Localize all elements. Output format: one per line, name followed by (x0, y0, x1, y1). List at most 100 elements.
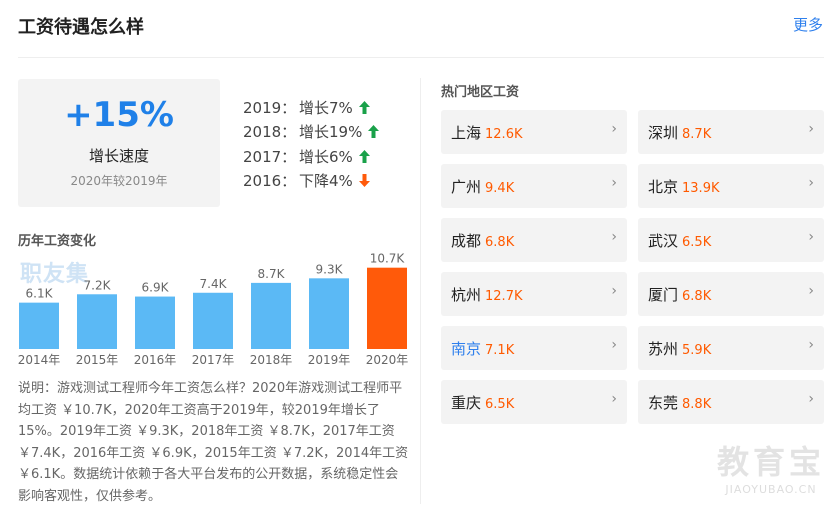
growth-year: 2016： (243, 172, 297, 191)
section-header: 工资待遇怎么样 更多 (0, 0, 839, 52)
x-tick-label: 2016年 (134, 353, 177, 367)
x-tick-label: 2017年 (192, 353, 235, 367)
region-name: 武汉 (648, 232, 679, 250)
region-item: 成都 6.8K (451, 230, 514, 251)
growth-year: 2018： (243, 123, 297, 142)
growth-text: 增长6% (299, 147, 353, 166)
bar (193, 292, 233, 349)
region-salary: 6.8K (485, 235, 515, 250)
chevron-right-icon: › (611, 283, 617, 299)
region-item: 东莞 8.8K (648, 392, 711, 413)
region-item[interactable]: 厦门 6.8K › (638, 272, 824, 316)
region-salary: 7.1K (485, 343, 515, 358)
region-item: 苏州 5.9K (648, 338, 711, 359)
region-item[interactable]: 杭州 12.7K › (441, 272, 627, 316)
bar-value-label: 7.4K (200, 277, 228, 291)
growth-text: 增长19% (299, 123, 363, 142)
x-tick-label: 2020年 (366, 353, 409, 367)
growth-row: 2018： 增长19% (243, 120, 380, 145)
growth-year: 2017： (243, 147, 297, 166)
arrow-down-icon (358, 174, 370, 188)
region-name: 深圳 (648, 124, 679, 142)
region-salary: 5.9K (682, 343, 712, 358)
yearly-growth-list: 2019： 增长7% 2018： 增长19% 2017： 增长6% 2016： 下降4% (243, 95, 380, 194)
region-item[interactable]: 重庆 6.5K › (441, 380, 627, 424)
growth-row: 2016： 下降4% (243, 169, 379, 194)
chevron-right-icon: › (808, 283, 814, 299)
region-name: 重庆 (451, 394, 482, 412)
salary-history-chart: 6.1K 2014年 7.2K 2015年 6.9K 2016年 7.4K 2017年 8.7K… (18, 252, 409, 367)
region-title: 热门地区工资 (441, 85, 520, 100)
watermark-logo: 教育宝 JIAOYUBAO.CN (716, 443, 825, 496)
bar (367, 267, 407, 349)
region-salary: 6.5K (485, 397, 515, 412)
bar-value-label: 8.7K (258, 267, 286, 281)
region-name: 上海 (451, 124, 482, 142)
region-item[interactable]: 苏州 5.9K › (638, 326, 824, 370)
region-name: 广州 (451, 178, 482, 196)
region-salary: 8.8K (682, 397, 712, 412)
region-item[interactable]: 南京 7.1K › (441, 326, 627, 370)
chevron-right-icon: › (611, 337, 617, 353)
region-item[interactable]: 东莞 8.8K › (638, 380, 824, 424)
growth-text: 增长7% (299, 98, 353, 117)
arrow-up-icon (358, 149, 370, 163)
region-salary: 6.8K (682, 289, 712, 304)
region-salary: 12.7K (485, 289, 523, 304)
region-item: 上海 12.6K (451, 122, 523, 143)
bar-value-label: 10.7K (370, 252, 406, 266)
region-item: 深圳 8.7K (648, 122, 711, 143)
bar (135, 296, 175, 349)
section-title: 工资待遇怎么样 (18, 17, 144, 38)
region-name: 南京 (451, 340, 482, 358)
x-tick-label: 2018年 (250, 353, 293, 367)
region-salary: 12.6K (485, 127, 523, 142)
chevron-right-icon: › (808, 175, 814, 191)
history-title: 历年工资变化 (18, 234, 97, 249)
vertical-divider (420, 78, 421, 504)
bar-value-label: 6.9K (142, 281, 170, 295)
region-item: 厦门 6.8K (648, 284, 711, 305)
region-item[interactable]: 北京 13.9K › (638, 164, 824, 208)
region-item: 武汉 6.5K (648, 230, 711, 251)
region-salary: 13.9K (682, 181, 720, 196)
growth-text: 下降4% (299, 172, 353, 191)
x-tick-label: 2014年 (18, 353, 61, 367)
watermark-logo: 职友集 (20, 262, 90, 287)
bar (309, 278, 349, 349)
region-salary: 9.4K (485, 181, 515, 196)
region-item[interactable]: 成都 6.8K › (441, 218, 627, 262)
bar-value-label: 9.3K (316, 262, 344, 276)
arrow-up-icon (368, 125, 380, 139)
region-item[interactable]: 广州 9.4K › (441, 164, 627, 208)
growth-rate-value: +15% (64, 95, 174, 135)
region-item: 重庆 6.5K (451, 392, 514, 413)
chevron-right-icon: › (611, 175, 617, 191)
description-text: 说明：游戏测试工程师今年工资怎么样？2020年游戏测试工程师平均工资 ￥10.7… (18, 381, 409, 504)
more-link[interactable]: 更多 (792, 16, 823, 34)
x-tick-label: 2019年 (308, 353, 351, 367)
chevron-right-icon: › (808, 391, 814, 407)
region-item[interactable]: 武汉 6.5K › (638, 218, 824, 262)
arrow-up-icon (358, 100, 370, 114)
bar-value-label: 6.1K (26, 287, 54, 301)
growth-rate-subtitle: 2020年较2019年 (70, 174, 168, 188)
region-salary: 6.5K (682, 235, 712, 250)
region-item: 北京 13.9K (648, 176, 720, 197)
region-name: 苏州 (648, 340, 679, 358)
region-name: 东莞 (648, 394, 679, 412)
region-name: 杭州 (451, 286, 482, 304)
region-item[interactable]: 上海 12.6K › (441, 110, 627, 154)
chevron-right-icon: › (611, 121, 617, 137)
region-salary: 8.7K (682, 127, 712, 142)
x-tick-label: 2015年 (76, 353, 119, 367)
region-name: 北京 (648, 178, 679, 196)
divider (18, 57, 824, 58)
growth-row: 2017： 增长6% (243, 144, 379, 169)
chevron-right-icon: › (808, 337, 814, 353)
growth-year: 2019： (243, 98, 297, 117)
bar (19, 302, 59, 349)
region-name: 厦门 (648, 286, 679, 304)
region-item[interactable]: 深圳 8.7K › (638, 110, 824, 154)
region-item: 广州 9.4K (451, 176, 514, 197)
